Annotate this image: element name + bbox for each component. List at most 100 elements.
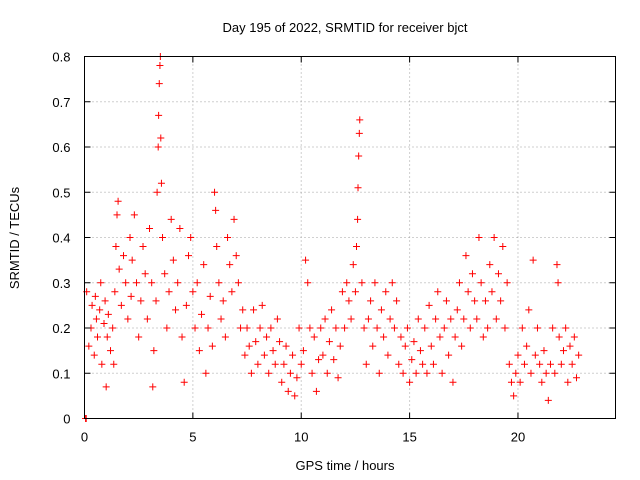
data-point: [355, 152, 363, 160]
data-point: [148, 279, 156, 287]
x-tick-label: 5: [189, 430, 196, 445]
data-point: [165, 288, 173, 296]
data-point: [114, 197, 122, 205]
data-point: [90, 351, 98, 359]
data-point: [126, 234, 134, 241]
data-point: [393, 297, 401, 305]
data-point: [241, 351, 249, 359]
data-point: [494, 270, 502, 278]
y-tick-label: 0.1: [52, 366, 70, 381]
data-point: [111, 288, 119, 296]
data-point: [198, 310, 206, 318]
data-point: [291, 392, 299, 400]
data-point: [447, 315, 455, 323]
x-axis-label: GPS time / hours: [296, 458, 395, 473]
y-tick-label: 0.6: [52, 140, 70, 155]
data-point: [354, 184, 362, 192]
data-point: [110, 360, 118, 368]
data-point: [488, 288, 496, 296]
data-point: [154, 143, 162, 151]
data-point: [572, 374, 580, 382]
y-tick-label: 0: [63, 412, 70, 427]
data-point: [113, 211, 121, 219]
data-point: [564, 378, 572, 386]
data-point: [117, 301, 125, 309]
data-point: [343, 279, 351, 287]
data-point: [390, 324, 398, 332]
data-point: [462, 252, 470, 260]
data-point: [492, 315, 500, 323]
data-point: [195, 347, 203, 355]
data-point: [412, 369, 420, 377]
y-axis-label: SRMTID / TECUs: [7, 186, 22, 289]
data-point: [399, 369, 407, 377]
data-point: [410, 338, 418, 346]
data-point: [562, 324, 570, 332]
data-point: [527, 369, 535, 377]
y-tick-label: 0.5: [52, 185, 70, 200]
data-point: [514, 351, 522, 359]
data-point: [473, 315, 481, 323]
data-point: [189, 288, 197, 296]
data-point: [127, 292, 135, 300]
data-point: [475, 234, 483, 241]
data-point: [546, 360, 554, 368]
data-point: [481, 297, 489, 305]
data-point: [115, 265, 123, 273]
grid-layer: [84, 56, 616, 419]
data-point: [432, 315, 440, 323]
data-point: [187, 234, 195, 241]
data-point: [353, 243, 361, 251]
data-point: [204, 324, 212, 332]
data-point: [540, 347, 548, 355]
data-point: [321, 315, 329, 323]
data-point: [212, 206, 220, 214]
data-point: [377, 306, 385, 314]
data-point: [325, 338, 333, 346]
data-point: [538, 378, 546, 386]
data-point: [499, 243, 507, 251]
data-point: [174, 279, 182, 287]
data-point: [455, 279, 463, 287]
data-point: [529, 256, 537, 264]
data-point: [518, 324, 526, 332]
data-point: [124, 315, 132, 323]
axis-ticks: [84, 56, 616, 419]
data-point: [269, 347, 277, 355]
data-point: [330, 356, 338, 364]
data-point: [206, 292, 214, 300]
data-point: [525, 306, 533, 314]
data-point: [172, 306, 180, 314]
data-point: [523, 342, 531, 350]
data-point: [319, 351, 327, 359]
data-point: [169, 256, 177, 264]
data-point: [449, 378, 457, 386]
y-tick-labels: 0 0.1 0.2 0.3 0.4 0.5 0.6 0.7 0.8: [52, 50, 70, 427]
data-point: [403, 324, 411, 332]
data-point: [542, 369, 550, 377]
x-tick-labels: 0 5 10 15 20: [81, 430, 525, 445]
data-point: [549, 324, 557, 332]
data-point: [289, 351, 297, 359]
data-point: [302, 256, 310, 264]
data-point: [436, 333, 444, 341]
data-point: [308, 369, 316, 377]
data-point: [276, 338, 284, 346]
data-point: [130, 211, 138, 219]
data-point: [271, 360, 279, 368]
data-point: [468, 270, 476, 278]
data-point: [384, 351, 392, 359]
data-point: [460, 315, 468, 323]
data-point: [466, 324, 474, 332]
data-point: [531, 351, 539, 359]
data-point: [254, 360, 262, 368]
data-point: [297, 360, 305, 368]
data-point: [328, 306, 336, 314]
x-tick-label: 15: [402, 430, 416, 445]
data-point: [284, 387, 292, 395]
data-point: [185, 252, 193, 260]
data-point: [224, 234, 232, 241]
data-point: [146, 224, 154, 232]
data-point: [414, 315, 422, 323]
data-point: [88, 301, 96, 309]
